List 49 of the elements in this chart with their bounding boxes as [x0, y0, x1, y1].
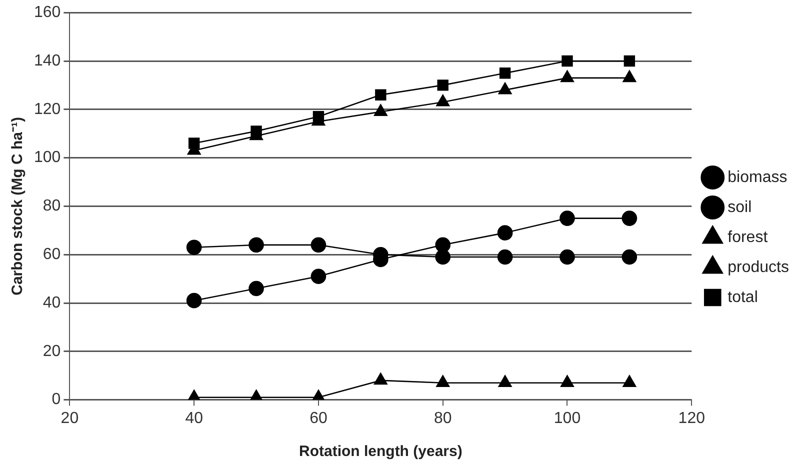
- point: [435, 249, 451, 265]
- point: [186, 240, 202, 255]
- legend-label: total: [728, 288, 758, 306]
- x-axis-title: Rotation length (years): [298, 443, 462, 460]
- x-tick-label: 80: [434, 410, 452, 427]
- y-tick-label: 60: [42, 246, 61, 264]
- legend-label: soil: [728, 198, 752, 216]
- y-tick-label: 120: [34, 100, 61, 118]
- point: [499, 68, 511, 79]
- point: [622, 375, 636, 388]
- point: [375, 89, 386, 100]
- point: [310, 268, 326, 284]
- point: [560, 375, 574, 388]
- legend-label: biomass: [728, 168, 788, 186]
- x-tick-label: 40: [185, 410, 204, 427]
- point: [624, 55, 636, 67]
- point: [248, 280, 264, 296]
- point: [497, 225, 513, 240]
- point: [436, 375, 450, 388]
- y-tick-label: 160: [34, 4, 61, 22]
- x-tick-label: 100: [554, 410, 581, 427]
- point: [250, 126, 262, 137]
- point: [622, 210, 638, 226]
- point: [186, 292, 202, 308]
- y-tick-label: 40: [42, 294, 61, 312]
- y-tick-label: 80: [42, 198, 61, 215]
- point: [188, 138, 200, 149]
- y-tick-label: 20: [42, 342, 61, 360]
- legend-label: products: [728, 258, 790, 276]
- point: [560, 249, 575, 265]
- point: [498, 375, 512, 388]
- point: [562, 55, 573, 67]
- x-tick-label: 60: [310, 410, 328, 427]
- point: [248, 237, 264, 253]
- point: [312, 111, 324, 122]
- y-axis-title: Carbon stock (Mg C ha⁻¹): [9, 117, 26, 296]
- point: [310, 237, 326, 253]
- point: [560, 210, 575, 226]
- point: [374, 372, 388, 385]
- point: [622, 249, 638, 265]
- point: [437, 80, 448, 91]
- x-tick-label: 120: [678, 410, 706, 427]
- point: [435, 237, 451, 253]
- y-tick-label: 100: [34, 149, 61, 166]
- y-tick-label: 140: [34, 52, 61, 70]
- point: [497, 249, 513, 265]
- x-tick-label: 20: [60, 410, 79, 427]
- legend-label: forest: [728, 228, 768, 246]
- y-tick-label: 0: [52, 391, 61, 408]
